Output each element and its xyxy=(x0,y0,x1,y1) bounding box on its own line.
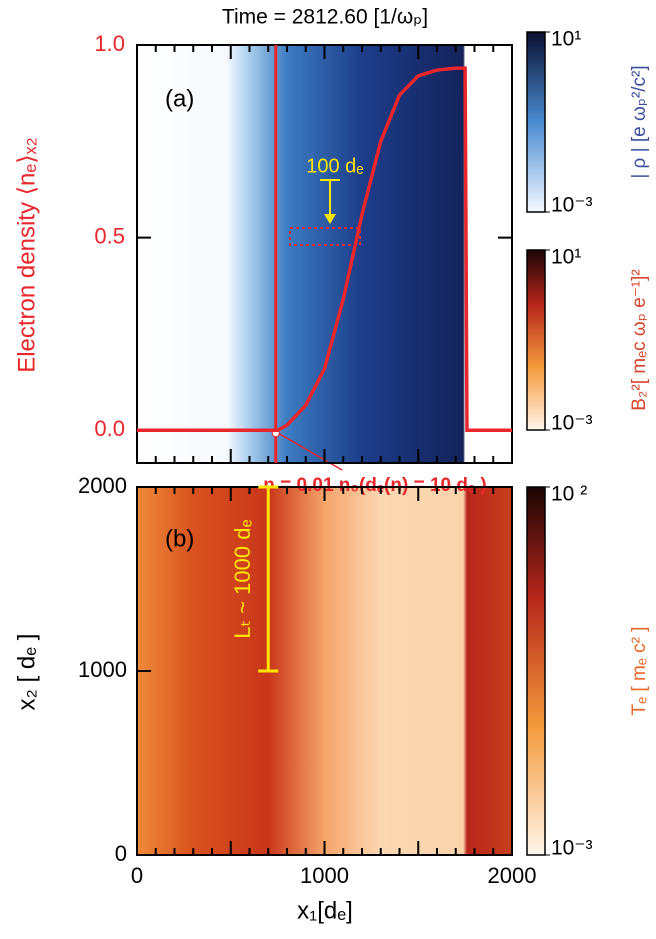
colorbar-label: | ρ | [e ωₚ²/c²] xyxy=(629,65,650,178)
colorbar-tick-label: 10⁻³ xyxy=(551,837,592,860)
panel-label: (a) xyxy=(165,85,194,112)
figure: Time = 2812.60 [1/ωₚ] 100 dₑ n = 0.01 n₀… xyxy=(0,0,656,934)
x-tick-label: 1000 xyxy=(300,863,349,888)
y-tick-label: 0.0 xyxy=(94,416,125,441)
colorbar xyxy=(527,250,545,430)
y-axis-label: Electron density ⟨nₑ⟩ₓ₂ xyxy=(13,137,40,373)
x-axis-label: x₁[dₑ] xyxy=(297,897,353,924)
colorbar-tick-label: 10 ² xyxy=(551,483,587,506)
colorbar xyxy=(527,487,545,855)
colorbar-tick-label: 10⁻³ xyxy=(551,194,592,217)
scale-bar-label: Lₜ ~ 1000 dₑ xyxy=(230,519,255,638)
y-tick-label: 1000 xyxy=(78,657,127,682)
y-tick-label: 0 xyxy=(115,841,127,866)
colorbar xyxy=(527,32,545,212)
colorbar-label: B₂²[ mₑc ωₚ e⁻¹]² xyxy=(629,269,650,410)
y-tick-label: 2000 xyxy=(78,473,127,498)
colorbar-tick-label: 10⁻³ xyxy=(551,412,592,435)
annotation: 100 dₑ xyxy=(306,155,363,177)
colorbar-tick-label: 10¹ xyxy=(551,28,581,51)
annotation: n = 0.01 n₀(dₑ(n) = 10 dₑ ) xyxy=(263,475,486,496)
x-tick-label: 0 xyxy=(131,863,143,888)
x-tick-label: 2000 xyxy=(488,863,537,888)
y-tick-label: 0.5 xyxy=(94,223,125,248)
y-tick-label: 1.0 xyxy=(94,31,125,56)
panel-label: (b) xyxy=(165,525,194,552)
y-axis-label: x₂ [ dₑ ] xyxy=(13,634,40,711)
colorbar-label: Tₑ [ mₑ c² ] xyxy=(629,626,650,715)
title: Time = 2812.60 [1/ωₚ] xyxy=(222,6,428,29)
colorbar-tick-label: 10¹ xyxy=(551,246,581,269)
